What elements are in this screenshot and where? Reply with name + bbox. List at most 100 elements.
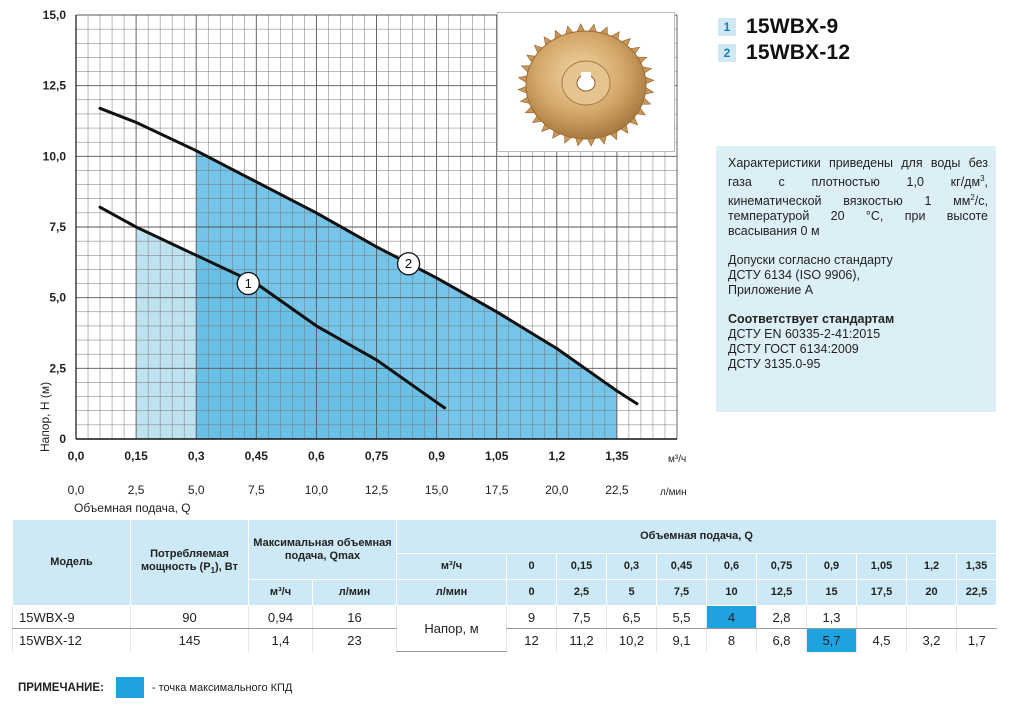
cell-head: 4 — [706, 605, 757, 629]
x-tick-label: 1,2 — [548, 449, 565, 463]
x2-tick-label: 15,0 — [425, 483, 449, 497]
header-q-lmin: 12,5 — [756, 579, 807, 606]
cell-head — [856, 605, 907, 629]
work-area-fill-2 — [196, 150, 617, 439]
y-axis-label: Напор, H (м) — [38, 382, 52, 452]
y-tick-label: 7,5 — [49, 220, 66, 234]
x-tick-label: 0,75 — [365, 449, 389, 463]
curve-1 — [98, 205, 447, 410]
cell-power: 145 — [130, 628, 249, 652]
cell-model: 15WBX-9 — [12, 605, 131, 629]
header-flow: Объемная подача, Q — [395, 519, 998, 554]
cell-head: 7,5 — [556, 605, 607, 629]
specs-info-box: Характеристики приведены для воды без га… — [716, 146, 996, 412]
test-conditions-text: Характеристики приведены для воды без га… — [728, 156, 988, 239]
y-tick-labels: 0 2,5 5,0 7,5 10,0 12,5 15,0 — [43, 8, 67, 446]
x2-tick-label: 0,0 — [68, 483, 85, 497]
x2-tick-label: 7,5 — [248, 483, 265, 497]
tolerance-text: Допуски согласно стандарту ДСТУ 6134 (IS… — [728, 253, 893, 298]
header-q-lmin: 20 — [906, 579, 957, 606]
legend-model: 15WBX-9 — [746, 15, 839, 38]
impeller-icon — [517, 23, 655, 147]
standards-text: Соответствует стандартам ДСТУ EN 60335-2… — [728, 312, 895, 372]
cell-head — [955, 605, 997, 629]
header-q-m3h: 0,6 — [706, 553, 757, 580]
header-q-lmin: 15 — [806, 579, 857, 606]
cell-head: 4,5 — [856, 628, 907, 652]
curve-label-circle-2 — [396, 252, 421, 276]
cell-qmax-lmin: 23 — [312, 628, 397, 652]
cell-qmax-m3h: 1,4 — [248, 628, 313, 652]
x-tick-label: 0,0 — [68, 449, 85, 463]
x2-tick-label: 2,5 — [128, 483, 145, 497]
y-tick-label: 0 — [59, 432, 66, 446]
y-tick-label: 15,0 — [43, 8, 67, 22]
x-tick-labels: 0,0 0,15 0,3 0,45 0,6 0,75 0,9 1,05 1,2 1,35 — [68, 449, 629, 463]
header-q-lmin: 17,5 — [856, 579, 907, 606]
y-tick-label: 2,5 — [49, 361, 66, 375]
header-m3h: м³/ч — [396, 553, 507, 580]
x2-tick-label: 12,5 — [365, 483, 389, 497]
performance-table: Модель Потребляемая мощность (P1), Вт Ма… — [12, 519, 998, 652]
cell-head: 12 — [506, 628, 557, 652]
header-q-m3h: 0,15 — [556, 553, 607, 580]
cell-qmax-lmin: 16 — [312, 605, 397, 629]
header-power: Потребляемая мощность (P1), Вт — [130, 519, 249, 606]
cell-head: 3,2 — [906, 628, 957, 652]
x2-tick-label: 17,5 — [485, 483, 509, 497]
footnote: ПРИМЕЧАНИЕ: - точка максимального КПД — [18, 677, 292, 698]
header-lmin: л/мин — [396, 579, 507, 606]
header-q-lmin: 22,5 — [955, 579, 998, 606]
x2-tick-label: 20,0 — [545, 483, 569, 497]
header-qmax-lmin: л/мин — [312, 579, 397, 606]
work-area-fills — [136, 150, 617, 439]
curve-2 — [98, 106, 639, 406]
cell-head: 11,2 — [556, 628, 607, 652]
legend-item-1: 1 15WBX-9 — [718, 14, 850, 40]
x-tick-label: 1,05 — [485, 449, 509, 463]
table-row: 15WBX-12 145 1,4 23 12 11,2 10,2 9,1 8 6,8 5,7… — [12, 628, 997, 652]
x-tick-label: 0,45 — [245, 449, 269, 463]
header-q-lmin: 0 — [506, 579, 557, 606]
x-tick-label: 0,9 — [428, 449, 445, 463]
header-q-lmin: 7,5 — [656, 579, 707, 606]
header-q-m3h: 0,9 — [806, 553, 857, 580]
curve-label-circle-1 — [236, 271, 260, 296]
header-q-lmin: 2,5 — [556, 579, 607, 606]
curve-labels: 12 — [236, 252, 421, 296]
pump-curve-chart: 12 02,55,07,510,012,515,0 0,0 0,15 0,3 0,45… — [38, 8, 687, 515]
x-tick-label: 0,15 — [124, 449, 148, 463]
header-qmax: Максимальная объемная подача, Qmax — [248, 519, 397, 580]
cell-head: 1,3 — [806, 605, 857, 629]
cell-head — [906, 605, 957, 629]
curve-label-1: 1 — [245, 276, 252, 291]
legend-model: 15WBX-12 — [746, 41, 851, 64]
header-q-m3h: 0,75 — [756, 553, 807, 580]
note-text: - точка максимального КПД — [151, 681, 293, 694]
header-q-m3h: 1,05 — [856, 553, 907, 580]
header-q-lmin: 5 — [606, 579, 657, 606]
x2-tick-label: 10,0 — [305, 483, 329, 497]
x-tick-label: 0,6 — [308, 449, 325, 463]
cell-head: 9,1 — [656, 628, 707, 652]
cell-head: 9 — [506, 605, 557, 629]
legend-item-2: 2 15WBX-12 — [718, 40, 850, 66]
header-qmax-m3h: м³/ч — [248, 579, 313, 606]
x2-tick-label: 22,5 — [605, 483, 629, 497]
x-tick-label: 0,3 — [188, 449, 205, 463]
table-row: 15WBX-9 90 0,94 16 Напор, м 9 7,5 6,5 5,5 4 2… — [12, 605, 997, 652]
cell-model: 15WBX-12 — [12, 628, 131, 652]
x-axis-unit: м³/ч — [668, 454, 686, 465]
x2-tick-labels: 0,0 2,5 5,0 7,5 10,0 12,5 15,0 17,5 20,0 22,5 — [68, 483, 629, 497]
cell-head: 1,7 — [955, 628, 997, 652]
max-efficiency-swatch — [115, 677, 144, 698]
impeller-image — [497, 12, 675, 152]
header-q-m3h: 0 — [506, 553, 557, 580]
y-tick-label: 12,5 — [43, 79, 67, 93]
header-q-m3h: 0,45 — [656, 553, 707, 580]
x-tick-label: 1,35 — [605, 449, 629, 463]
legend-badge: 1 — [718, 18, 736, 36]
cell-head: 6,5 — [606, 605, 657, 629]
note-label: ПРИМЕЧАНИЕ: — [18, 681, 104, 694]
header-q-m3h: 1,2 — [906, 553, 957, 580]
